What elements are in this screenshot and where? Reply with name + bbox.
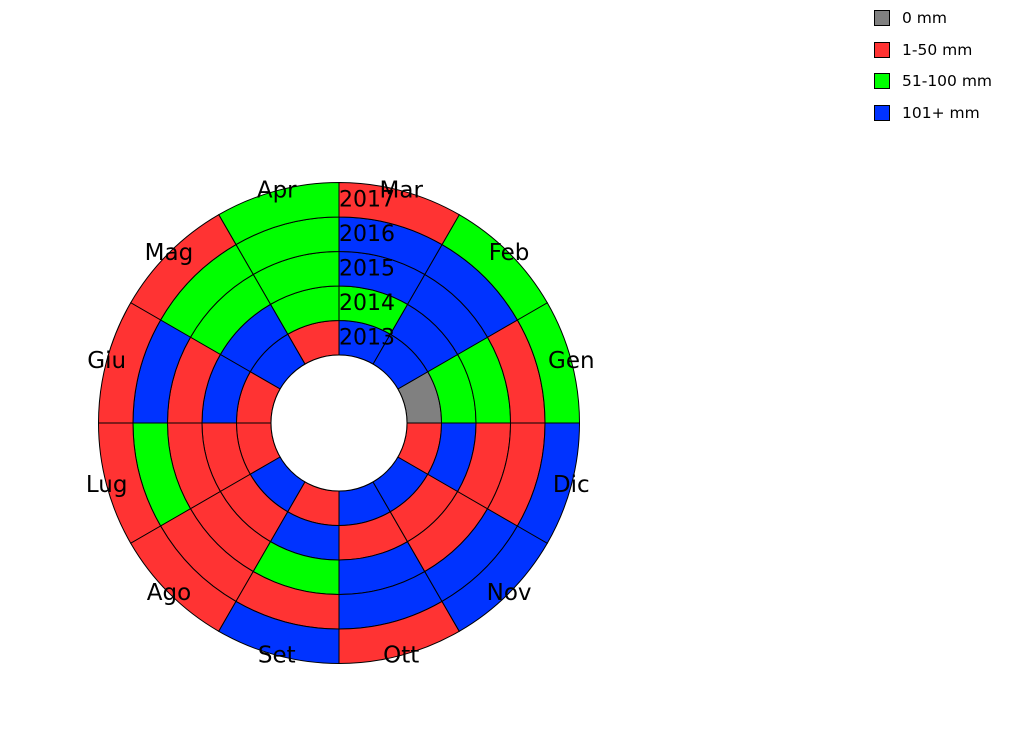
year-labels: 2013 2014 2015 2016 2017 bbox=[339, 187, 395, 350]
legend-label-101mm: 101+ mm bbox=[902, 103, 980, 122]
legend-item-51-100mm: 51-100 mm bbox=[874, 72, 993, 90]
year-label-2017: 2017 bbox=[339, 187, 395, 212]
month-label-ott: Ott bbox=[383, 642, 419, 668]
month-label-apr: Apr bbox=[257, 178, 297, 204]
legend: 0 mm 1-50 mm 51-100 mm 101+ mm bbox=[874, 9, 993, 136]
legend-item-101mm: 101+ mm bbox=[874, 103, 992, 122]
month-label-nov: Nov bbox=[487, 580, 532, 606]
month-labels: Gen Feb Mar Apr Mag Giu Lug Ago Set Ott Nov Dic bbox=[86, 178, 595, 669]
legend-swatch-1-50mm bbox=[874, 41, 890, 58]
legend-label-1-50mm: 1-50 mm bbox=[902, 40, 973, 59]
month-label-lug: Lug bbox=[86, 472, 128, 498]
legend-label-0mm: 0 mm bbox=[902, 9, 947, 27]
month-label-dic: Dic bbox=[553, 472, 590, 498]
month-label-mag: Mag bbox=[145, 240, 194, 266]
legend-label-51-100mm: 51-100 mm bbox=[902, 72, 993, 90]
month-label-giu: Giu bbox=[87, 348, 126, 374]
month-label-ago: Ago bbox=[147, 580, 191, 606]
year-label-2015: 2015 bbox=[339, 256, 395, 281]
month-label-feb: Feb bbox=[489, 240, 530, 266]
month-label-mar: Mar bbox=[380, 178, 424, 204]
legend-item-0mm: 0 mm bbox=[874, 9, 992, 27]
year-label-2016: 2016 bbox=[339, 222, 395, 247]
legend-item-1-50mm: 1-50 mm bbox=[874, 40, 992, 59]
legend-swatch-101mm bbox=[874, 104, 890, 121]
ring-segments bbox=[97, 181, 581, 665]
year-label-2014: 2014 bbox=[339, 291, 395, 316]
center-hole bbox=[270, 354, 408, 492]
month-label-gen: Gen bbox=[548, 348, 595, 374]
legend-swatch-51-100mm bbox=[874, 73, 890, 89]
year-label-2013: 2013 bbox=[339, 325, 395, 350]
segment-2017-dic bbox=[516, 422, 581, 544]
month-label-set: Set bbox=[258, 642, 296, 668]
legend-swatch-0mm bbox=[874, 10, 890, 26]
